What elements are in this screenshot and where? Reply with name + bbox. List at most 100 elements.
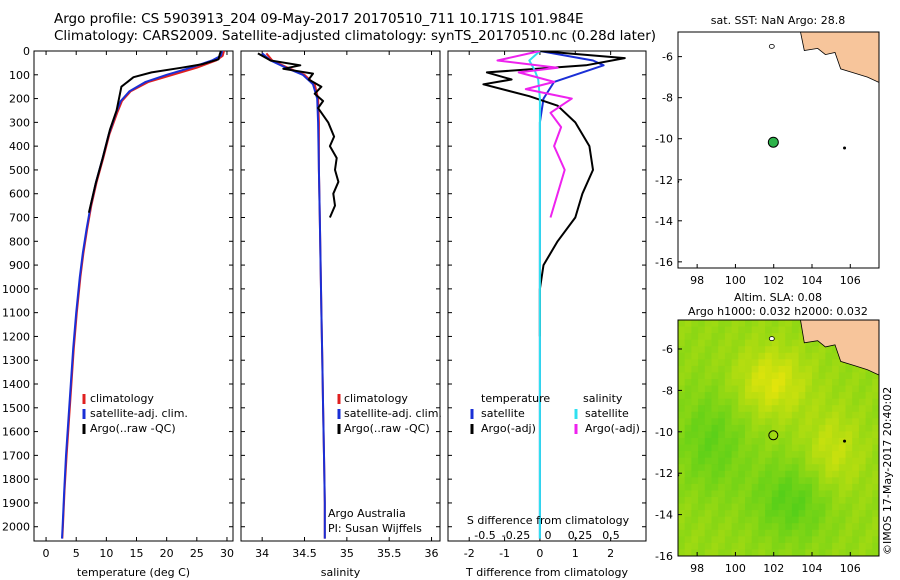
sla-cell — [745, 365, 753, 374]
sla-cell — [684, 385, 692, 393]
sla-cell — [745, 379, 753, 387]
sla-cell — [765, 444, 773, 452]
x-axis-label: temperature (deg C) — [77, 566, 190, 579]
sla-cell — [798, 529, 806, 537]
sla-cell — [698, 457, 706, 465]
sla-cell — [698, 320, 706, 328]
series-line-argo---raw--qc- — [87, 51, 222, 213]
sla-cell — [838, 405, 847, 413]
sla-cell — [791, 477, 800, 485]
sla-cell — [711, 503, 719, 511]
sla-cell — [812, 549, 820, 556]
sla-cell — [724, 490, 733, 498]
sla-cell — [818, 477, 826, 485]
sla-cell — [758, 359, 766, 367]
sla-cell — [778, 497, 786, 505]
sla-cell — [825, 536, 833, 544]
sla-cell — [711, 398, 719, 406]
sla-cell — [698, 451, 706, 459]
sla-cell — [718, 523, 726, 531]
sla-cell — [691, 516, 699, 524]
sla-cell — [858, 431, 867, 439]
sla-cell — [791, 365, 800, 374]
sla-cell — [791, 424, 800, 433]
sla-cell — [704, 503, 713, 511]
sla-cell — [684, 424, 692, 433]
sla-cell — [731, 392, 739, 400]
sla-cell — [738, 438, 746, 446]
sla-cell — [684, 352, 692, 360]
sla-cell — [684, 359, 692, 367]
sla-cell — [691, 398, 699, 406]
sla-cell — [751, 470, 759, 478]
sla-cell — [724, 483, 733, 492]
sla-cell — [805, 444, 813, 452]
sla-cell — [852, 483, 860, 492]
sla-cell — [785, 379, 793, 387]
sla-cell — [691, 536, 699, 544]
sla-cell — [791, 438, 800, 446]
sla-cell — [724, 379, 733, 387]
sla-cell — [678, 497, 686, 505]
sla-cell — [798, 490, 806, 498]
sla-cell — [704, 372, 713, 380]
sla-cell — [678, 444, 686, 452]
sla-cell — [711, 431, 719, 439]
sla-cell — [812, 418, 820, 426]
sla-cell — [785, 451, 793, 459]
sla-cell — [832, 536, 840, 544]
sla-cell — [872, 490, 879, 498]
sla-cell — [872, 464, 879, 472]
x-tick-label: 20 — [160, 547, 174, 560]
sla-cell — [711, 411, 719, 419]
sla-cell — [771, 477, 780, 485]
sla-cell — [691, 333, 699, 341]
sla-cell — [751, 398, 759, 406]
sla-cell — [865, 385, 873, 393]
sla-cell — [765, 352, 773, 360]
sla-cell — [751, 359, 759, 367]
sla-cell — [771, 510, 780, 518]
sla-cell — [785, 536, 793, 544]
sla-cell — [731, 451, 739, 459]
sla-cell — [765, 333, 773, 341]
sla-cell — [745, 444, 753, 452]
sla-cell — [771, 451, 780, 459]
sla-cell — [684, 529, 692, 537]
sla-cell — [765, 536, 773, 544]
x-axis-label: salinity — [321, 566, 361, 579]
sla-cell — [791, 352, 800, 360]
legend-label: satellite — [481, 407, 525, 420]
x-tick-label: 106 — [840, 274, 861, 287]
sla-cell — [865, 411, 873, 419]
sla-cell — [704, 444, 713, 452]
sla-cell — [778, 529, 786, 537]
sla-cell — [785, 483, 793, 492]
sla-cell — [818, 385, 826, 393]
sla-cell — [751, 405, 759, 413]
sla-cell — [858, 451, 867, 459]
sla-cell — [858, 385, 867, 393]
sla-cell — [778, 418, 786, 426]
sla-cell — [731, 424, 739, 433]
sla-cell — [691, 392, 699, 400]
sla-cell — [818, 536, 826, 544]
sla-cell — [805, 477, 813, 485]
y-tick-label: 300 — [9, 116, 30, 129]
sla-cell — [798, 418, 806, 426]
sla-cell — [778, 339, 786, 347]
sla-cell — [738, 464, 746, 472]
sla-cell — [691, 405, 699, 413]
sla-cell — [798, 523, 806, 531]
sla-cell — [771, 418, 780, 426]
sla-cell — [832, 392, 840, 400]
legend-label: satellite-adj. clim. — [90, 407, 188, 420]
plot-frame — [240, 50, 441, 542]
sla-cell — [771, 346, 780, 354]
sla-cell — [805, 365, 813, 374]
sla-cell — [858, 392, 867, 400]
sla-cell — [698, 333, 706, 341]
sla-cell — [738, 549, 746, 556]
sla-cell — [858, 457, 867, 465]
sla-cell — [818, 529, 826, 537]
